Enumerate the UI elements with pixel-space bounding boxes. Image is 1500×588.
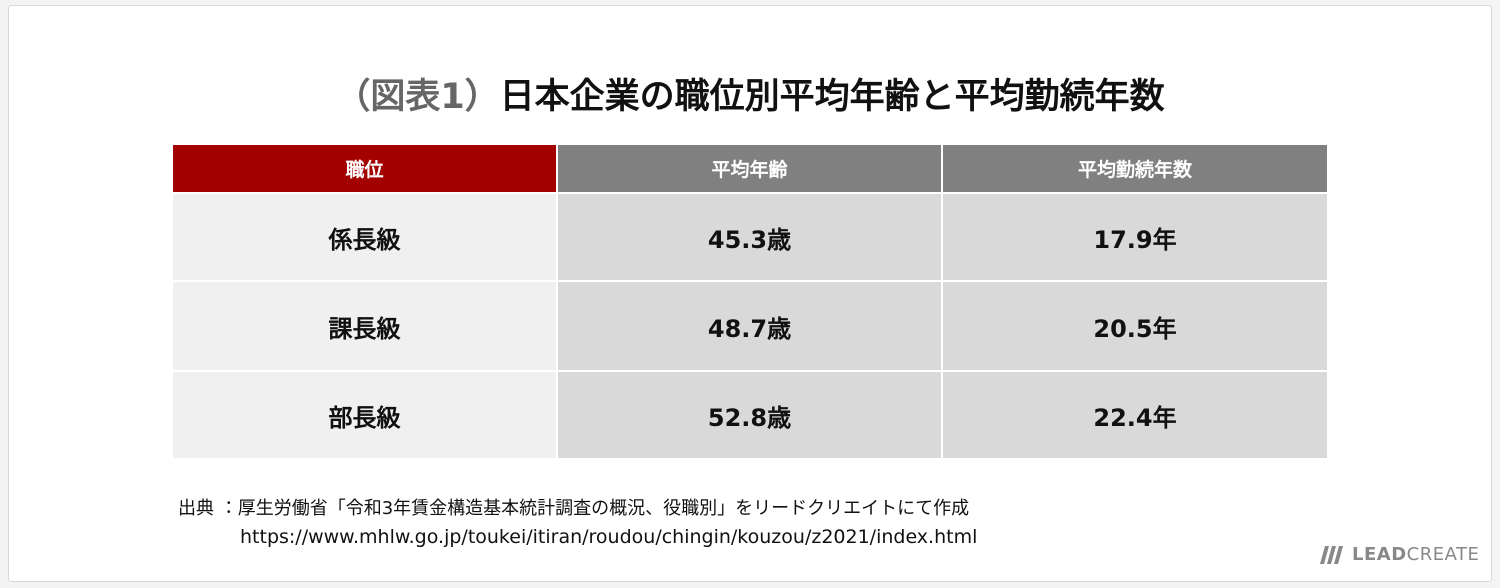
row-label: 係長級	[173, 194, 556, 280]
source-text: 厚生労働省「令和3年賃金構造基本統計調査の概況、役職別」をリードクリエイトにて作…	[237, 498, 970, 519]
source-url: https://www.mhlw.go.jp/toukei/itiran/rou…	[240, 526, 978, 548]
row-label: 課長級	[173, 282, 556, 370]
header-cell: 平均勤続年数	[943, 145, 1327, 192]
value-cell: 17.9年	[943, 194, 1327, 280]
header-cell: 平均年齢	[558, 145, 941, 192]
source-label: 出典 ：	[178, 498, 238, 519]
header-cell: 職位	[173, 145, 556, 192]
title-label: （図表1）	[335, 77, 500, 117]
source: 出典 ：厚生労働省「令和3年賃金構造基本統計調査の概況、役職別」をリードクリエイ…	[178, 494, 977, 552]
title-text: 日本企業の職位別平均年齢と平均勤続年数	[499, 77, 1165, 117]
value-cell: 52.8歳	[558, 372, 941, 458]
value-cell: 48.7歳	[558, 282, 941, 370]
value-cell: 45.3歳	[558, 194, 941, 280]
table: 職位 平均年齢 平均勤続年数係長級 45.3歳 17.9年課長級 48.7歳 20.5年部長…	[173, 145, 1327, 458]
logo-light: CREATE	[1406, 544, 1480, 565]
value-cell: 20.5年	[943, 282, 1327, 370]
logo-icon	[1320, 545, 1343, 564]
logo-bold: LEAD	[1352, 544, 1407, 565]
value-cell: 22.4年	[943, 372, 1327, 458]
logo: LEADCREATE	[1320, 544, 1479, 565]
title: （図表1）日本企業の職位別平均年齢と平均勤続年数	[0, 68, 1500, 119]
row-label: 部長級	[173, 372, 556, 458]
